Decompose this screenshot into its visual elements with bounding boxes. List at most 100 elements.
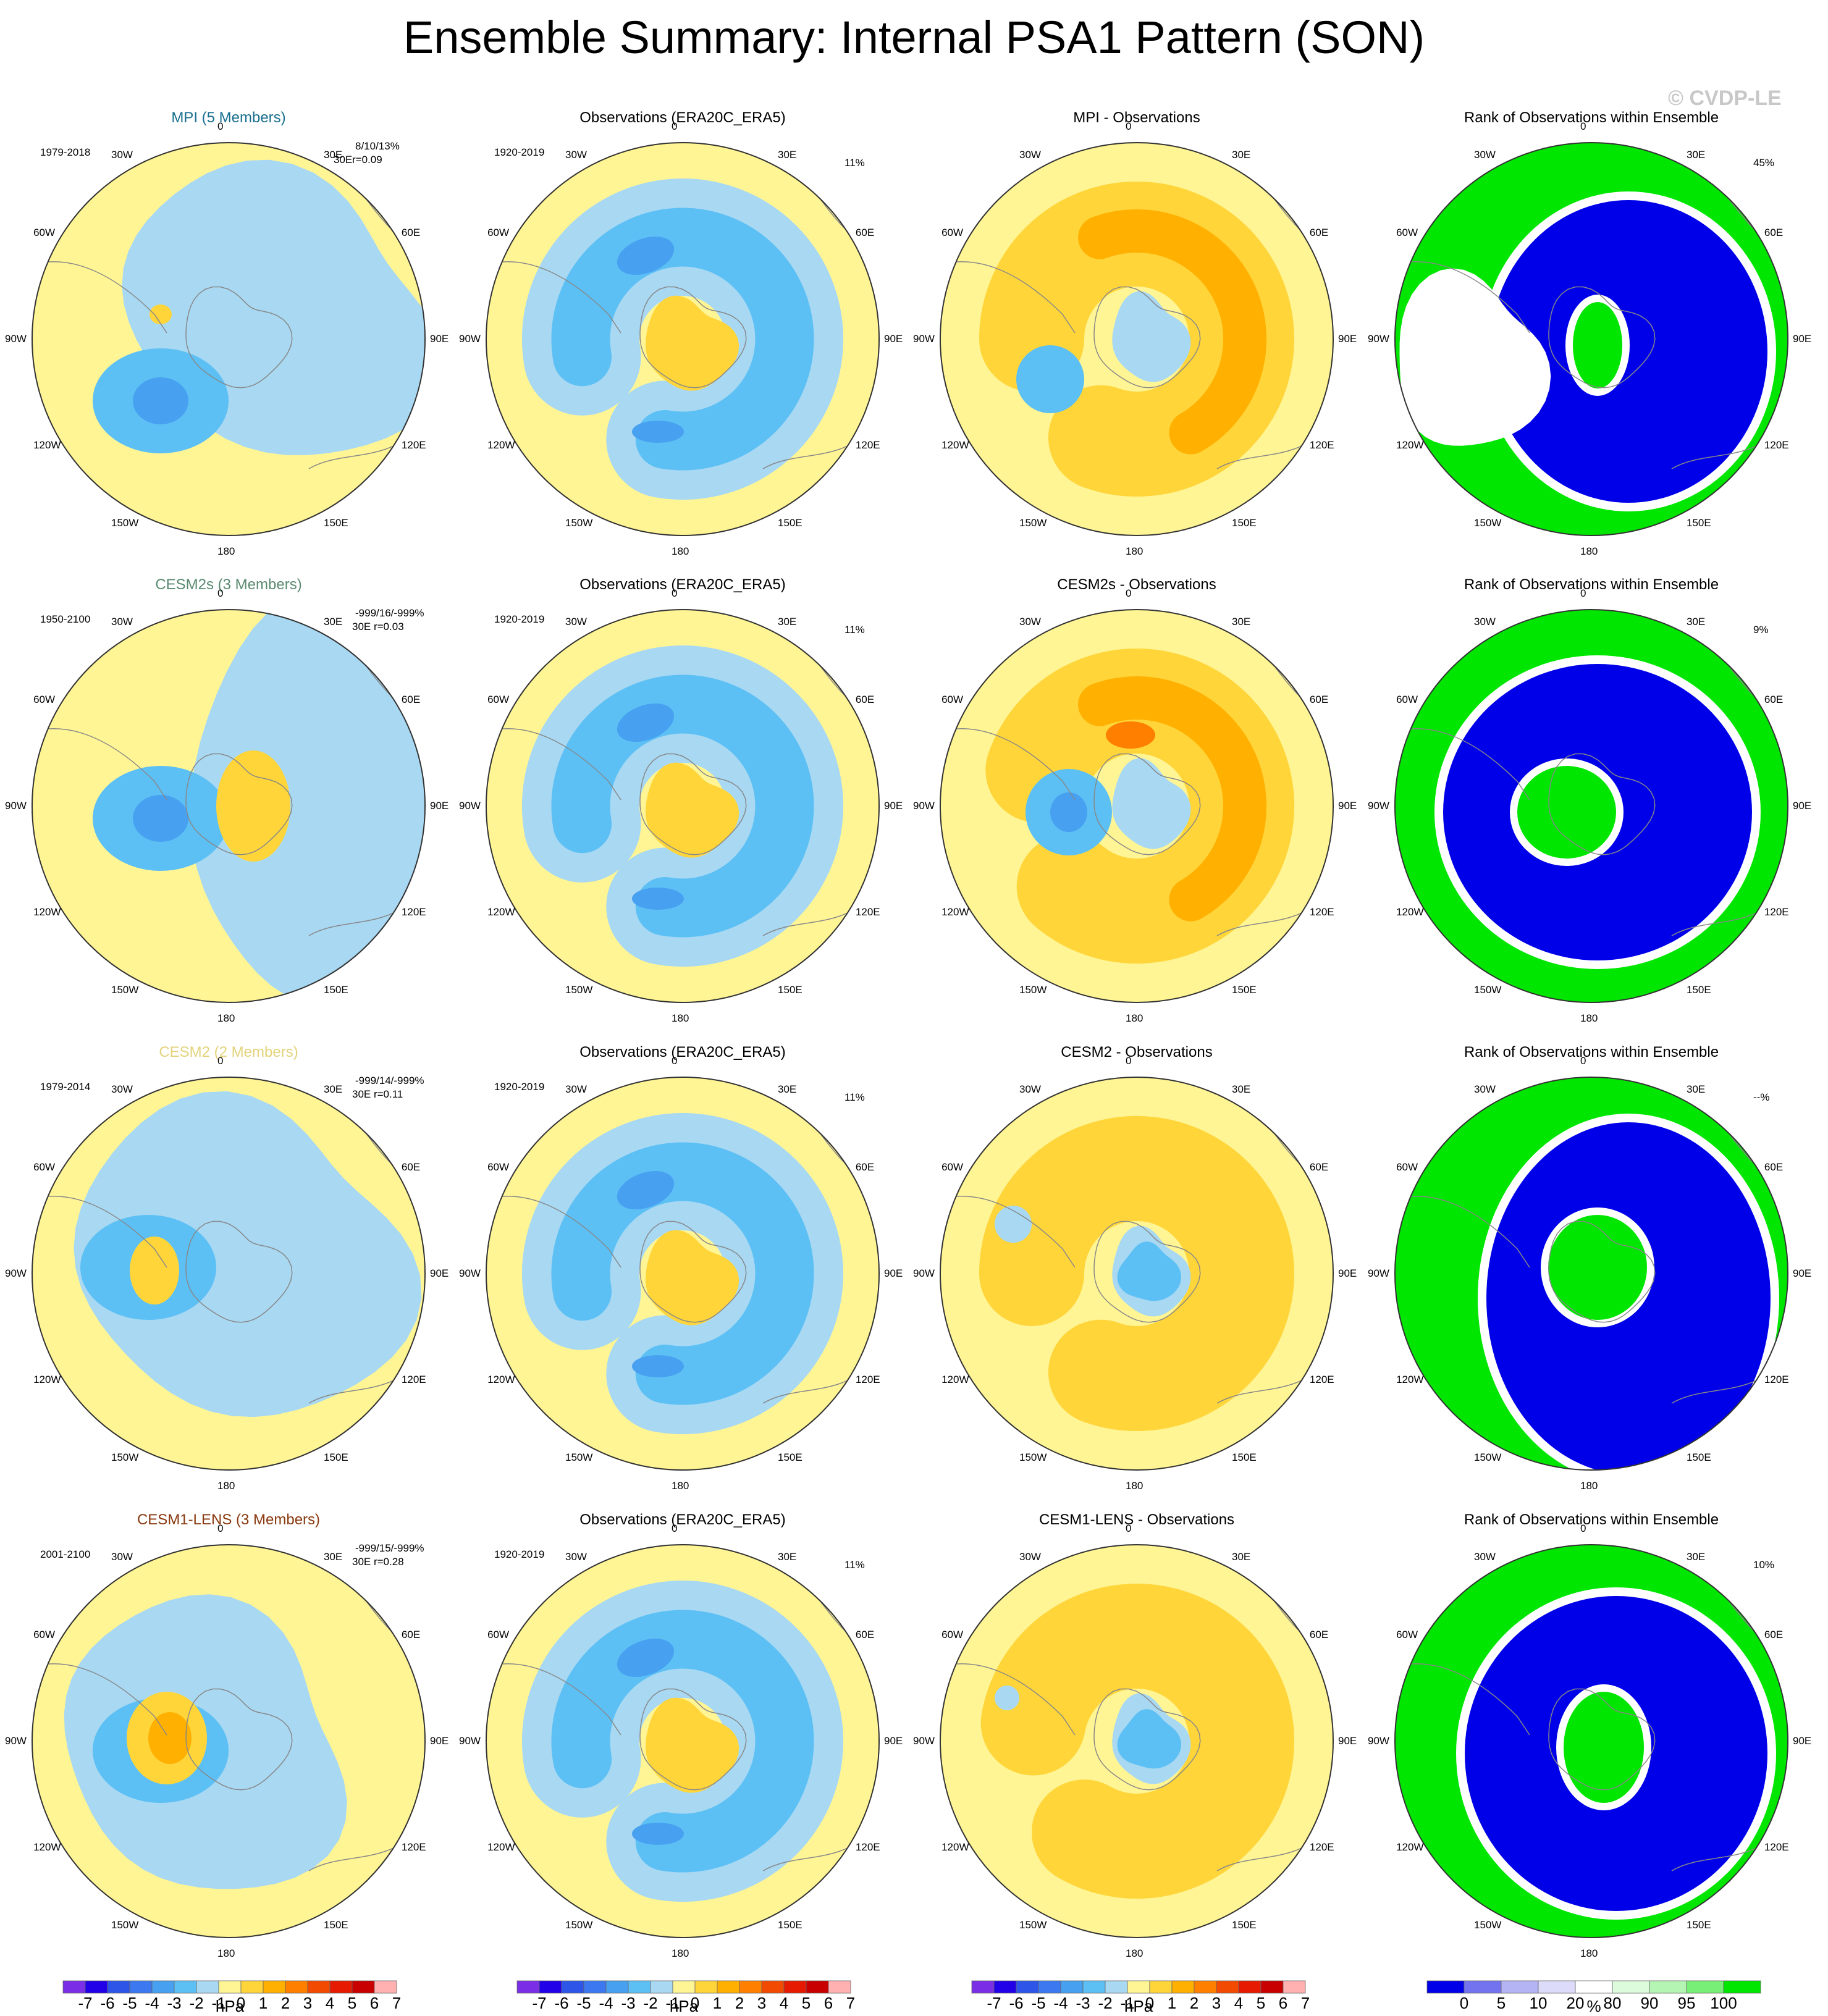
colorbar-swatch [1575, 1980, 1613, 1994]
longitude-label: 30E [778, 616, 797, 628]
colorbar-tick-label: 2 [1189, 1994, 1199, 2012]
low-pressure-core [617, 1638, 675, 1678]
longitude-label: 30W [111, 149, 133, 161]
longitude-label: 60E [1764, 1629, 1784, 1640]
rank-white-region [1399, 268, 1551, 446]
rank-high-region [1517, 766, 1616, 859]
longitude-label: 150E [324, 1918, 348, 1931]
longitude-label: 180 [1126, 1480, 1144, 1492]
colorbar-tick-label: 4 [325, 1994, 335, 2012]
colorbar-tick-label: -3 [167, 1994, 182, 2012]
longitude-label: 120E [855, 1374, 880, 1385]
colorbar-tick-label: 2 [280, 1994, 290, 2012]
map-border [940, 1077, 1334, 1471]
longitude-label: 30E [1232, 1083, 1251, 1096]
longitude-label: 150E [1687, 983, 1711, 996]
colorbar-tick-label: 0 [690, 1994, 700, 2012]
colorbar-tick-label: -6 [554, 1994, 569, 2012]
longitude-label: 150W [1019, 983, 1047, 996]
longitude-label: 60W [1396, 1161, 1418, 1173]
longitude-label: 30E [324, 1083, 343, 1096]
low-pressure-core [632, 1355, 684, 1377]
colorbar-tick-label: 4 [1234, 1994, 1244, 2012]
longitude-label: 120W [941, 906, 969, 918]
longitude-label: 150E [1687, 516, 1711, 529]
map-border [32, 609, 426, 1003]
colorbar-tick-label: -7 [532, 1994, 547, 2012]
years-label: 1920-2019 [494, 613, 545, 625]
stats-label: -999/16/-999% [355, 607, 424, 619]
antarctic-positive-region [645, 295, 739, 391]
longitude-label: 90E [1793, 1267, 1812, 1279]
years-label: 2001-2100 [40, 1548, 91, 1560]
longitude-label: 60E [1764, 694, 1784, 705]
longitude-label: 180 [217, 1947, 235, 1959]
colorbar-unit-label: hPa [1124, 1997, 1153, 2015]
colorbar-tick-label: -7 [78, 1994, 93, 2012]
panel-title: CESM2 - Observations [1061, 1044, 1213, 1060]
positive-anomaly-region [130, 1237, 179, 1304]
longitude-label: 90W [913, 1735, 935, 1747]
longitude-label: 60E [1309, 1161, 1329, 1173]
colorbar-tick-label: 6 [1278, 1994, 1288, 2012]
longitude-label: 30E [324, 1551, 343, 1563]
longitude-label: 180 [217, 1480, 235, 1492]
negative-anomaly-region [995, 1686, 1019, 1710]
map-border [486, 1077, 880, 1471]
colorbar-swatch [1464, 1980, 1502, 1994]
longitude-label: 180 [1126, 1012, 1144, 1024]
colorbar-tick-label: 3 [757, 1994, 767, 2012]
panel-title: MPI (5 Members) [171, 109, 286, 126]
negative-anomaly-region [74, 1091, 422, 1418]
colorbar-swatch [1649, 1980, 1687, 1994]
longitude-label: 150W [1019, 1918, 1047, 1931]
map-border [486, 142, 880, 536]
positive-anomaly-ring [980, 1584, 1294, 1899]
longitude-label: 90E [1793, 1735, 1812, 1747]
longitude-label: 120E [1764, 1374, 1789, 1385]
longitude-label: 150E [778, 1451, 802, 1463]
antarctic-negative-core [1117, 1709, 1181, 1769]
colorbar-tick-label: 5 [1256, 1994, 1266, 2012]
longitude-label: 120W [33, 439, 61, 451]
map-border [1394, 1544, 1788, 1938]
longitude-label: 30E [778, 1083, 797, 1096]
longitude-label: 30E [1232, 149, 1251, 161]
colorbar-tick-label: -5 [576, 1994, 591, 2012]
panel-title: Rank of Observations within Ensemble [1464, 576, 1719, 593]
longitude-label: 120W [487, 1374, 515, 1385]
longitude-label: 30W [1019, 1083, 1041, 1096]
longitude-label: 180 [672, 1947, 689, 1959]
longitude-label: 90E [1793, 333, 1812, 345]
longitude-label: 60E [855, 1161, 875, 1173]
longitude-label: 180 [217, 545, 235, 557]
colorbar-tick-label: -5 [1031, 1994, 1046, 2012]
longitude-label: 30W [565, 1551, 587, 1563]
longitude-label: 0 [217, 1522, 224, 1534]
longitude-label: 120E [855, 439, 880, 451]
longitude-label: 120E [401, 439, 426, 451]
stats-label: 30E [334, 154, 353, 166]
panel-title: Rank of Observations within Ensemble [1464, 1511, 1719, 1528]
longitude-label: 120W [487, 439, 515, 451]
colorbar-tick-label: 3 [1211, 1994, 1221, 2012]
longitude-label: 90W [1368, 333, 1389, 345]
longitude-label: 90W [913, 1267, 935, 1279]
low-pressure-core [632, 421, 684, 443]
colorbar-tick-label: -4 [145, 1994, 159, 2012]
longitude-label: 150E [1232, 516, 1257, 529]
longitude-label: 90E [884, 1267, 903, 1279]
page-title: Ensemble Summary: Internal PSA1 Pattern … [403, 12, 1425, 63]
longitude-label: 30W [1019, 149, 1041, 161]
longitude-label: 150E [324, 516, 348, 529]
colorbar-tick-label: 1 [1167, 1994, 1177, 2012]
longitude-label: 120W [1396, 439, 1424, 451]
longitude-label: 90W [1368, 800, 1389, 812]
negative-anomaly-core-ring [551, 208, 814, 471]
colorbar-tick-label: 90 [1640, 1994, 1659, 2012]
